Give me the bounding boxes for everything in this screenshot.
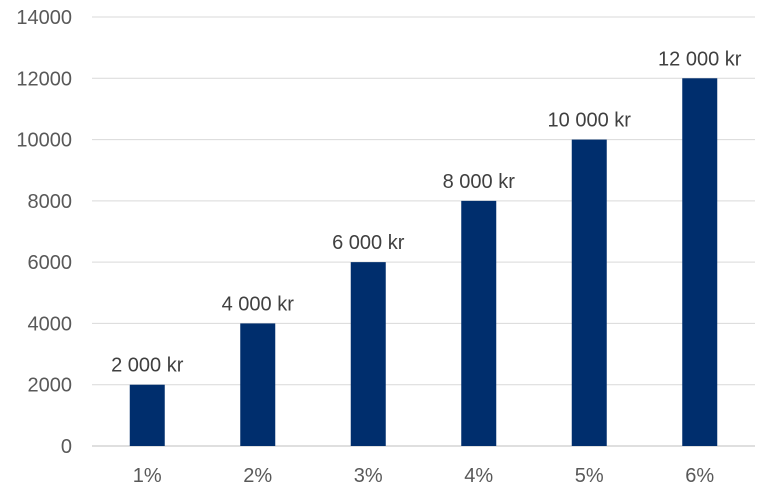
x-tick-label: 6% [685, 465, 714, 487]
bar [461, 200, 497, 446]
x-tick-label: 5% [575, 465, 604, 487]
gridlines [92, 16, 755, 447]
x-tick-label: 3% [354, 465, 383, 487]
y-tick-label: 2000 [28, 375, 73, 397]
data-label: 10 000 kr [548, 110, 632, 132]
x-tick-label: 1% [133, 465, 162, 487]
bar [571, 139, 607, 447]
y-tick-label: 0 [61, 436, 72, 458]
bar [350, 262, 386, 446]
y-tick-label: 6000 [28, 252, 73, 274]
data-label: 8 000 kr [443, 171, 516, 193]
bar [240, 323, 276, 446]
x-tick-label: 2% [243, 465, 272, 487]
y-tick-label: 4000 [28, 313, 73, 335]
data-label: 12 000 kr [658, 48, 742, 70]
data-label: 2 000 kr [111, 355, 184, 377]
y-tick-label: 12000 [16, 68, 72, 90]
y-tick-label: 8000 [28, 191, 73, 213]
data-labels: 2 000 kr 4 000 kr 6 000 kr 8 000 kr 10 000 k… [111, 48, 742, 376]
data-label: 4 000 kr [222, 293, 295, 315]
y-tick-label: 10000 [16, 130, 72, 152]
bars [129, 78, 718, 447]
bar [682, 78, 718, 447]
data-label: 6 000 kr [332, 232, 405, 254]
y-tick-label: 14000 [16, 7, 72, 29]
x-tick-label: 4% [464, 465, 493, 487]
bar [129, 384, 165, 446]
x-axis-ticks: 1% 2% 3% 4% 5% 6% [133, 465, 715, 487]
y-axis-ticks: 0 2000 4000 6000 8000 10000 12000 14000 [16, 7, 72, 458]
